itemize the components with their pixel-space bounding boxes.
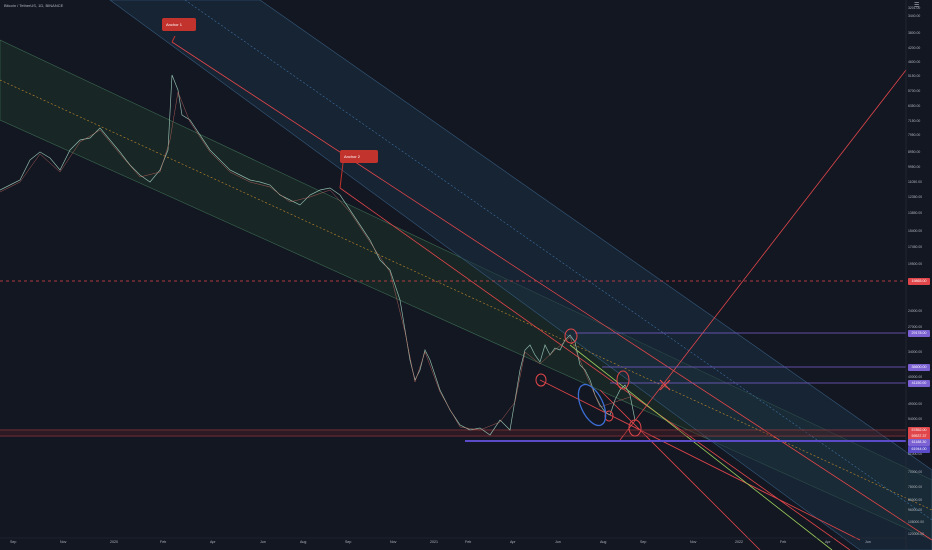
blue-channel <box>109 0 932 550</box>
time-tick: Nov <box>690 540 697 544</box>
price-tick: 7150.00 <box>908 119 921 123</box>
price-tick: 8950.00 <box>908 150 921 154</box>
price-label: 57852.00 <box>908 427 930 434</box>
price-tick: 4200.00 <box>908 46 921 50</box>
circle-marker <box>616 370 630 390</box>
price-label: 61188.30 <box>908 439 930 446</box>
price-tick: 5700.00 <box>908 89 921 93</box>
blue-circle-marker <box>577 383 607 427</box>
price-label: 41150.00 <box>908 380 930 387</box>
time-tick: Sep <box>640 540 647 544</box>
time-tick: Jun <box>260 540 266 544</box>
anchor-2-label[interactable]: Anchor 2 <box>340 150 378 163</box>
price-tick: 54000.00 <box>908 417 923 421</box>
price-tick: 108000.00 <box>908 520 925 524</box>
time-tick: Nov <box>60 540 67 544</box>
price-tick: 24000.00 <box>908 309 923 313</box>
price-tick: 15400.00 <box>908 229 923 233</box>
time-tick: 2020 <box>110 540 118 544</box>
price-tick: 3201.00 <box>908 6 921 10</box>
price-series <box>0 74 636 436</box>
time-tick: 2022 <box>735 540 743 544</box>
green-midline <box>0 79 932 511</box>
time-tick: Jun <box>555 540 561 544</box>
price-tick: 78000.00 <box>908 485 923 489</box>
anchor-2-pointer <box>339 162 344 189</box>
price-tick: 3440.00 <box>908 14 921 18</box>
time-tick: Feb <box>465 540 472 544</box>
price-tick: 40000.00 <box>908 375 923 379</box>
price-tick: 27000.00 <box>908 325 923 329</box>
price-label: 19865.00 <box>908 278 930 285</box>
time-tick: Feb <box>780 540 787 544</box>
price-label: 29178.00 <box>908 330 930 337</box>
red-projection-line <box>619 69 907 441</box>
time-tick: Apr <box>825 540 831 544</box>
price-label: 59537.37 <box>908 433 930 440</box>
red-trendline-3 <box>539 379 861 541</box>
price-tick: 6350.00 <box>908 104 921 108</box>
time-tick: Sep <box>345 540 352 544</box>
price-tick: 120000.00 <box>908 532 925 536</box>
price-tick: 9950.00 <box>908 165 921 169</box>
x-mark-icon <box>659 379 671 391</box>
circle-marker <box>535 373 547 387</box>
chart-title: Bitcoin / TetherUS, 1D, BINANCE <box>4 3 64 8</box>
red-trendline-1 <box>171 41 932 541</box>
price-tick: 11050.00 <box>908 180 922 184</box>
time-tick: Nov <box>390 540 397 544</box>
time-tick: Jun <box>865 540 871 544</box>
price-tick: 3800.00 <box>908 31 921 35</box>
price-tick: 12350.00 <box>908 195 923 199</box>
red-trendline-2 <box>339 187 851 550</box>
time-tick: Aug <box>600 540 607 544</box>
price-tick: 96000.00 <box>908 508 923 512</box>
price-tick: 34000.00 <box>908 350 923 354</box>
price-tick: 4600.00 <box>908 60 921 64</box>
price-series-overlay <box>0 91 631 431</box>
price-tick: 7950.00 <box>908 133 921 137</box>
red-trendline-4 <box>599 389 761 550</box>
circle-marker <box>628 419 642 437</box>
green-projection-line <box>569 344 833 550</box>
price-tick: 17450.00 <box>908 245 923 249</box>
price-tick: 49000.00 <box>908 402 923 406</box>
price-tick: 5150.00 <box>908 74 921 78</box>
time-tick: Feb <box>160 540 167 544</box>
price-label: 36600.00 <box>908 364 930 371</box>
price-tick: 61000.00 <box>908 452 923 456</box>
price-tick: 86000.00 <box>908 498 923 502</box>
anchor-1-label[interactable]: Anchor 1 <box>162 18 196 31</box>
circle-marker <box>564 328 578 344</box>
time-tick: Apr <box>510 540 516 544</box>
time-tick: Aug <box>300 540 307 544</box>
price-tick: 70000.00 <box>908 470 923 474</box>
price-label: 61944.00 <box>908 446 930 453</box>
time-tick: 2021 <box>430 540 438 544</box>
red-zone <box>0 430 906 436</box>
time-tick: Sep <box>10 540 17 544</box>
anchor-1-pointer <box>171 35 176 43</box>
menu-icon[interactable]: ☰ <box>914 3 920 9</box>
price-tick: 19500.00 <box>908 262 923 266</box>
time-tick: Apr <box>210 540 216 544</box>
price-tick: 13850.00 <box>908 211 923 215</box>
